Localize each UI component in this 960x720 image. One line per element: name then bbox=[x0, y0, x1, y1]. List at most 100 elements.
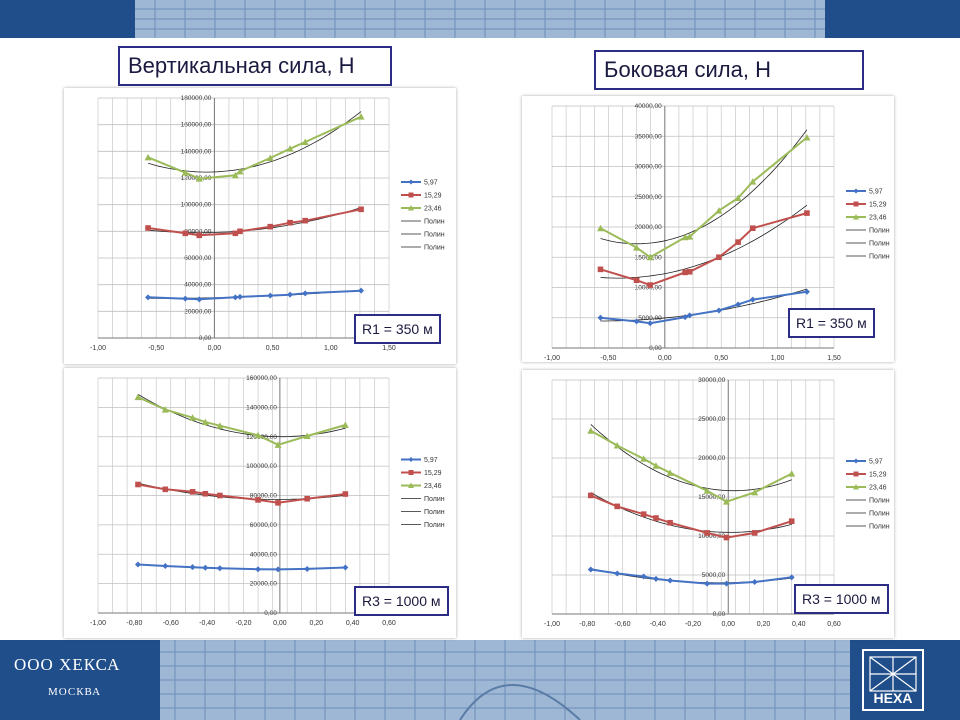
data-point bbox=[704, 530, 710, 536]
data-point bbox=[216, 422, 224, 429]
legend-label: Полин bbox=[869, 498, 890, 505]
data-point bbox=[237, 228, 243, 235]
hexa-logo: HEXA bbox=[862, 649, 924, 711]
data-point bbox=[703, 487, 711, 494]
legend-marker bbox=[408, 482, 414, 488]
y-tick-label: 180000,00 bbox=[181, 95, 212, 102]
x-tick-label: 0,00 bbox=[208, 345, 222, 352]
data-point bbox=[686, 233, 694, 240]
y-tick-label: 15000,00 bbox=[698, 494, 725, 501]
x-tick-label: 0,20 bbox=[309, 620, 323, 627]
y-tick-label: 5000,00 bbox=[702, 572, 726, 579]
data-point bbox=[145, 225, 151, 231]
x-tick-label: 0,40 bbox=[792, 621, 806, 628]
x-tick-label: 1,00 bbox=[324, 345, 338, 352]
data-point bbox=[682, 314, 689, 321]
x-tick-label: 0,40 bbox=[346, 620, 360, 627]
data-point bbox=[646, 253, 654, 261]
legend-label: Полин bbox=[424, 496, 445, 503]
y-tick-label: 20000,00 bbox=[635, 224, 662, 231]
x-tick-label: -1,00 bbox=[90, 620, 106, 627]
y-tick-label: 60000,00 bbox=[184, 255, 211, 262]
legend-label: 23,46 bbox=[424, 483, 442, 490]
x-tick-label: -0,60 bbox=[615, 621, 631, 628]
data-point bbox=[652, 575, 659, 582]
trend-line bbox=[600, 129, 808, 245]
x-tick-label: 1,00 bbox=[771, 355, 785, 362]
data-point bbox=[667, 519, 673, 526]
data-point bbox=[682, 269, 688, 276]
data-point bbox=[686, 312, 693, 319]
x-tick-label: 0,50 bbox=[266, 345, 280, 352]
series-line bbox=[600, 290, 808, 325]
x-tick-label: 0,00 bbox=[658, 355, 672, 362]
y-tick-label: 25000,00 bbox=[698, 416, 725, 423]
company-name: ООО ХЕКСА bbox=[14, 655, 121, 674]
x-tick-label: -0,60 bbox=[163, 620, 179, 627]
y-tick-label: 5000,00 bbox=[638, 315, 662, 322]
data-point bbox=[716, 254, 722, 261]
chart-annotation: R3 = 1000 м bbox=[794, 584, 889, 614]
x-tick-label: -0,80 bbox=[579, 621, 595, 628]
legend-marker bbox=[408, 205, 414, 211]
series-line bbox=[137, 563, 346, 571]
data-point bbox=[666, 469, 674, 476]
data-point bbox=[232, 230, 239, 237]
data-point bbox=[202, 564, 209, 571]
trend-line bbox=[147, 111, 362, 173]
trend-line bbox=[590, 424, 792, 492]
data-point bbox=[135, 481, 141, 488]
chart-annotation: R1 = 350 м bbox=[788, 308, 875, 338]
data-point bbox=[195, 175, 203, 182]
y-tick-label: 160000,00 bbox=[181, 122, 212, 129]
data-point bbox=[341, 421, 349, 428]
data-point bbox=[275, 566, 282, 573]
y-tick-label: 100000,00 bbox=[181, 202, 212, 209]
y-tick-label: 30000,00 bbox=[698, 377, 725, 384]
data-point bbox=[301, 138, 309, 145]
data-point bbox=[267, 292, 274, 299]
data-point bbox=[342, 491, 349, 497]
data-point bbox=[145, 294, 152, 301]
data-point bbox=[267, 223, 274, 230]
chart-annotation: R3 = 1000 м bbox=[354, 586, 449, 616]
data-point bbox=[287, 219, 293, 226]
data-point bbox=[722, 498, 730, 505]
title-vertical-force: Вертикальная сила, Н bbox=[118, 46, 392, 86]
data-point bbox=[189, 564, 196, 571]
y-tick-label: 80000,00 bbox=[184, 228, 211, 235]
trend-line bbox=[600, 288, 808, 322]
data-point bbox=[162, 563, 169, 569]
legend-label: Полин bbox=[869, 511, 890, 518]
legend-label: 5,97 bbox=[424, 180, 438, 187]
y-tick-label: 40000,00 bbox=[250, 551, 277, 558]
x-tick-label: 0,00 bbox=[273, 620, 287, 627]
mesh-background bbox=[135, 0, 825, 38]
data-point bbox=[189, 414, 197, 421]
legend-label: 15,29 bbox=[424, 193, 442, 200]
header-band bbox=[0, 0, 960, 38]
hexa-logo-mark bbox=[869, 656, 917, 692]
y-tick-label: 40000,00 bbox=[184, 282, 211, 289]
y-tick-label: 35000,00 bbox=[635, 133, 662, 140]
y-tick-label: 40000,00 bbox=[635, 103, 662, 110]
title-lateral-force: Боковая сила, Н bbox=[594, 50, 864, 90]
data-point bbox=[287, 291, 294, 298]
series-line bbox=[137, 396, 346, 446]
data-point bbox=[640, 573, 647, 580]
data-point bbox=[189, 489, 196, 495]
y-tick-label: 120000,00 bbox=[181, 175, 212, 182]
legend-label: 15,29 bbox=[869, 202, 887, 209]
legend-marker bbox=[853, 214, 859, 220]
legend-label: Полин bbox=[869, 524, 890, 531]
data-point bbox=[652, 462, 660, 469]
data-point bbox=[255, 566, 262, 573]
legend-label: 23,46 bbox=[869, 215, 887, 222]
data-point bbox=[358, 206, 364, 213]
legend-label: Полин bbox=[869, 254, 890, 261]
legend-marker bbox=[853, 188, 859, 194]
legend-label: Полин bbox=[424, 245, 445, 252]
y-tick-label: 20000,00 bbox=[184, 308, 211, 315]
trend-line bbox=[590, 492, 792, 533]
x-tick-label: -0,50 bbox=[600, 355, 616, 362]
